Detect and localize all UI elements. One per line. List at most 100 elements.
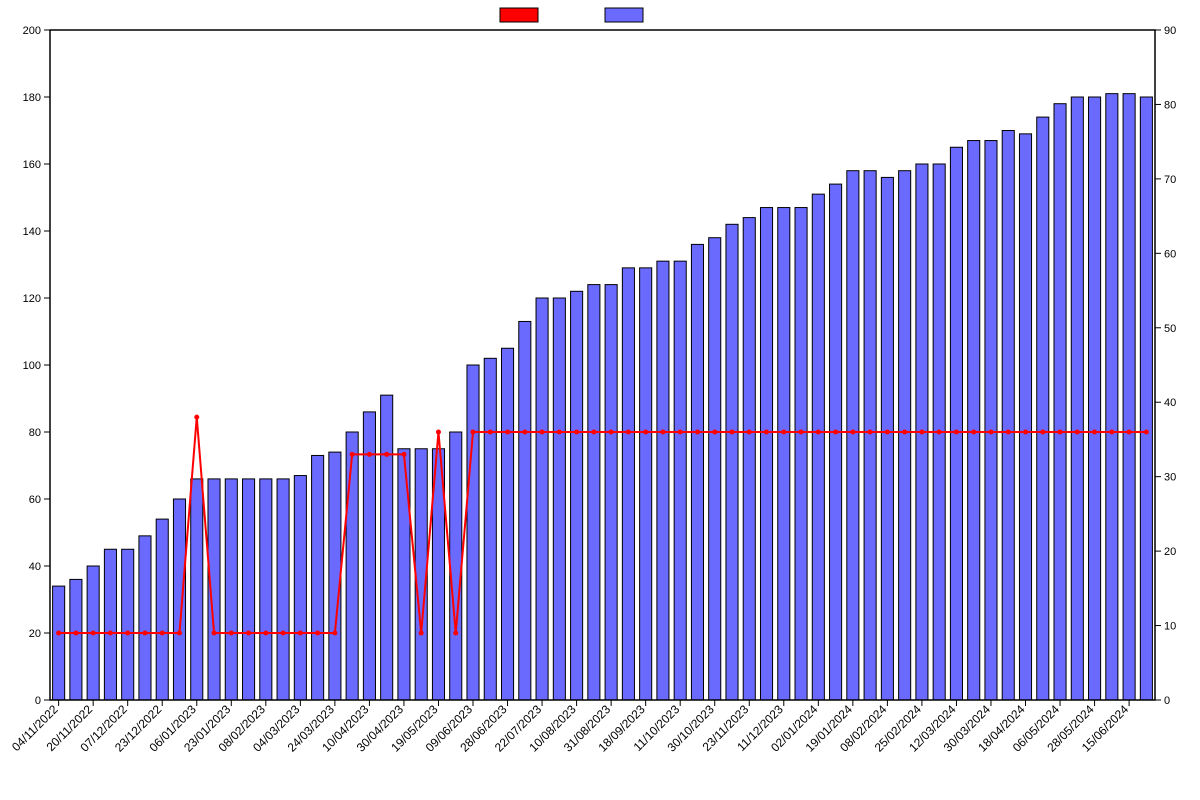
line-marker	[919, 430, 924, 435]
line-marker	[471, 430, 476, 435]
line-marker	[1058, 430, 1063, 435]
line-marker	[281, 631, 286, 636]
ytick-left-label: 140	[23, 226, 41, 238]
bar	[571, 291, 583, 700]
line-marker	[850, 430, 855, 435]
line-marker	[816, 430, 821, 435]
ytick-left-label: 0	[35, 695, 41, 707]
bar	[795, 208, 807, 700]
bar	[622, 268, 634, 700]
bar	[691, 244, 703, 700]
bar	[312, 455, 324, 700]
bar	[484, 358, 496, 700]
bar	[778, 208, 790, 700]
line-marker	[954, 430, 959, 435]
bar	[812, 194, 824, 700]
bar	[225, 479, 237, 700]
line-marker	[609, 430, 614, 435]
bar	[830, 184, 842, 700]
line-marker	[453, 631, 458, 636]
bar	[1071, 97, 1083, 700]
bar	[104, 549, 116, 700]
ytick-right-label: 0	[1164, 695, 1170, 707]
bar	[726, 224, 738, 700]
line-marker	[298, 631, 303, 636]
line-marker	[436, 430, 441, 435]
line-marker	[1006, 430, 1011, 435]
line-marker	[263, 631, 268, 636]
bar	[156, 519, 168, 700]
bar	[899, 171, 911, 700]
line-marker	[177, 631, 182, 636]
ytick-left-label: 40	[29, 561, 41, 573]
line-marker	[367, 452, 372, 457]
ytick-left-label: 20	[29, 628, 41, 640]
line-marker	[902, 430, 907, 435]
bar	[1123, 94, 1135, 700]
bar	[1140, 97, 1152, 700]
line-marker	[108, 631, 113, 636]
bar	[139, 536, 151, 700]
line-marker	[419, 631, 424, 636]
ytick-right-label: 60	[1164, 248, 1176, 260]
line-marker	[712, 430, 717, 435]
bar	[674, 261, 686, 700]
line-marker	[194, 415, 199, 420]
line-marker	[937, 430, 942, 435]
bar	[968, 141, 980, 700]
line-marker	[988, 430, 993, 435]
line-marker	[56, 631, 61, 636]
ytick-right-label: 70	[1164, 174, 1176, 186]
bar	[847, 171, 859, 700]
ytick-right-label: 50	[1164, 323, 1176, 335]
line-marker	[781, 430, 786, 435]
bar	[243, 479, 255, 700]
line-marker	[868, 430, 873, 435]
line-marker	[212, 631, 217, 636]
y-axis-right: 0102030405060708090	[1155, 25, 1176, 707]
line-marker	[91, 631, 96, 636]
legend-swatch-bar	[605, 8, 643, 22]
line-marker	[315, 631, 320, 636]
line-marker	[885, 430, 890, 435]
line-marker	[678, 430, 683, 435]
x-axis: 04/11/202220/11/202207/12/202223/12/2022…	[9, 700, 1131, 755]
line-marker	[764, 430, 769, 435]
bar	[277, 479, 289, 700]
line-marker	[643, 430, 648, 435]
chart-container: 0204060801001201401601802000102030405060…	[0, 0, 1200, 800]
line-marker	[695, 430, 700, 435]
bar	[173, 499, 185, 700]
line-marker	[384, 452, 389, 457]
line-marker	[332, 631, 337, 636]
line-marker	[505, 430, 510, 435]
ytick-right-label: 30	[1164, 472, 1176, 484]
bar	[467, 365, 479, 700]
line-marker	[1144, 430, 1149, 435]
bar	[70, 579, 82, 700]
line-marker	[488, 430, 493, 435]
ytick-left-label: 120	[23, 293, 41, 305]
bar	[381, 395, 393, 700]
line-marker	[160, 631, 165, 636]
line-marker	[729, 430, 734, 435]
legend-swatch-line	[500, 8, 538, 22]
line-marker	[246, 631, 251, 636]
line-marker	[1075, 430, 1080, 435]
bar	[1002, 131, 1014, 701]
line-marker	[229, 631, 234, 636]
line-marker	[125, 631, 130, 636]
line-marker	[833, 430, 838, 435]
bar	[1106, 94, 1118, 700]
line-marker	[1040, 430, 1045, 435]
bars-group	[53, 94, 1153, 700]
bar	[588, 285, 600, 700]
line-marker	[73, 631, 78, 636]
bar	[950, 147, 962, 700]
bar	[743, 218, 755, 700]
bar	[519, 321, 531, 700]
line-marker	[557, 430, 562, 435]
bar	[881, 177, 893, 700]
legend	[500, 8, 643, 22]
bar	[294, 476, 306, 700]
